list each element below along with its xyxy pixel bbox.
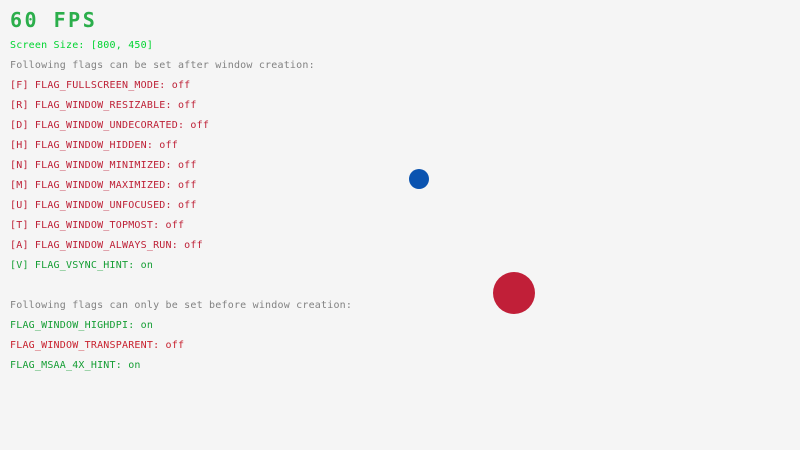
flag-window-topmost: [T] FLAG_WINDOW_TOPMOST: off bbox=[10, 220, 185, 231]
flag-window-minimized: [N] FLAG_WINDOW_MINIMIZED: off bbox=[10, 160, 197, 171]
before-creation-heading: Following flags can only be set before w… bbox=[10, 300, 353, 311]
flag-fullscreen-mode: [F] FLAG_FULLSCREEN_MODE: off bbox=[10, 80, 191, 91]
red-ball bbox=[493, 272, 535, 314]
flag-window-transparent: FLAG_WINDOW_TRANSPARENT: off bbox=[10, 340, 185, 351]
flag-msaa-4x-hint: FLAG_MSAA_4X_HINT: on bbox=[10, 360, 141, 371]
fps-counter: 60 FPS bbox=[10, 8, 98, 32]
flag-window-undecorated: [D] FLAG_WINDOW_UNDECORATED: off bbox=[10, 120, 210, 131]
flag-window-highdpi: FLAG_WINDOW_HIGHDPI: on bbox=[10, 320, 154, 331]
after-creation-heading: Following flags can be set after window … bbox=[10, 60, 315, 71]
flag-vsync-hint: [V] FLAG_VSYNC_HINT: on bbox=[10, 260, 154, 271]
flag-window-hidden: [H] FLAG_WINDOW_HIDDEN: off bbox=[10, 140, 178, 151]
flag-window-unfocused: [U] FLAG_WINDOW_UNFOCUSED: off bbox=[10, 200, 197, 211]
screen-size-label: Screen Size: [800, 450] bbox=[10, 40, 154, 51]
flag-window-always-run: [A] FLAG_WINDOW_ALWAYS_RUN: off bbox=[10, 240, 203, 251]
blue-ball bbox=[409, 169, 429, 189]
flag-window-maximized: [M] FLAG_WINDOW_MAXIMIZED: off bbox=[10, 180, 197, 191]
flag-window-resizable: [R] FLAG_WINDOW_RESIZABLE: off bbox=[10, 100, 197, 111]
